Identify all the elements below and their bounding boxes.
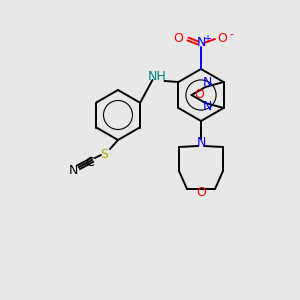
Text: +: + [203,34,211,44]
Text: -: - [229,29,233,39]
Text: N: N [68,164,78,178]
Text: O: O [195,88,205,101]
Text: O: O [173,32,183,46]
Text: N: N [203,76,212,89]
Text: N: N [203,100,212,113]
Text: N: N [196,37,206,50]
Text: O: O [196,187,206,200]
Text: NH: NH [148,70,167,83]
Text: N: N [196,136,206,148]
Text: C: C [85,155,94,169]
Text: O: O [217,32,227,46]
Text: S: S [100,148,108,160]
